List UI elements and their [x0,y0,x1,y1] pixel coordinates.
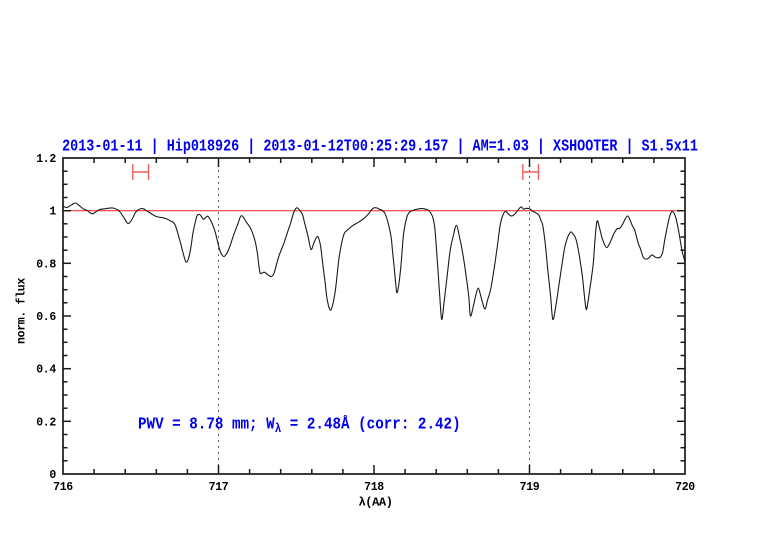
svg-text:0: 0 [49,469,56,482]
svg-text:1.2: 1.2 [36,153,56,166]
svg-text:2013-01-11 | Hip018926 | 2013-: 2013-01-11 | Hip018926 | 2013-01-12T00:2… [62,136,698,156]
svg-text:1: 1 [49,206,56,219]
svg-text:720: 720 [675,481,695,494]
svg-text:0.8: 0.8 [36,258,56,271]
svg-text:norm. flux: norm. flux [16,278,29,344]
svg-text:717: 717 [209,481,229,494]
svg-text:λ(AA): λ(AA) [358,496,392,510]
svg-text:719: 719 [520,481,540,494]
svg-text:0.6: 0.6 [36,311,56,324]
svg-text:716: 716 [53,481,73,494]
svg-text:0.2: 0.2 [36,416,56,429]
svg-text:0.4: 0.4 [36,364,56,377]
svg-text:PWV = 8.78 mm; Wλ = 2.48Å (cor: PWV = 8.78 mm; Wλ = 2.48Å (corr: 2.42) [138,413,461,436]
svg-text:718: 718 [364,481,384,494]
